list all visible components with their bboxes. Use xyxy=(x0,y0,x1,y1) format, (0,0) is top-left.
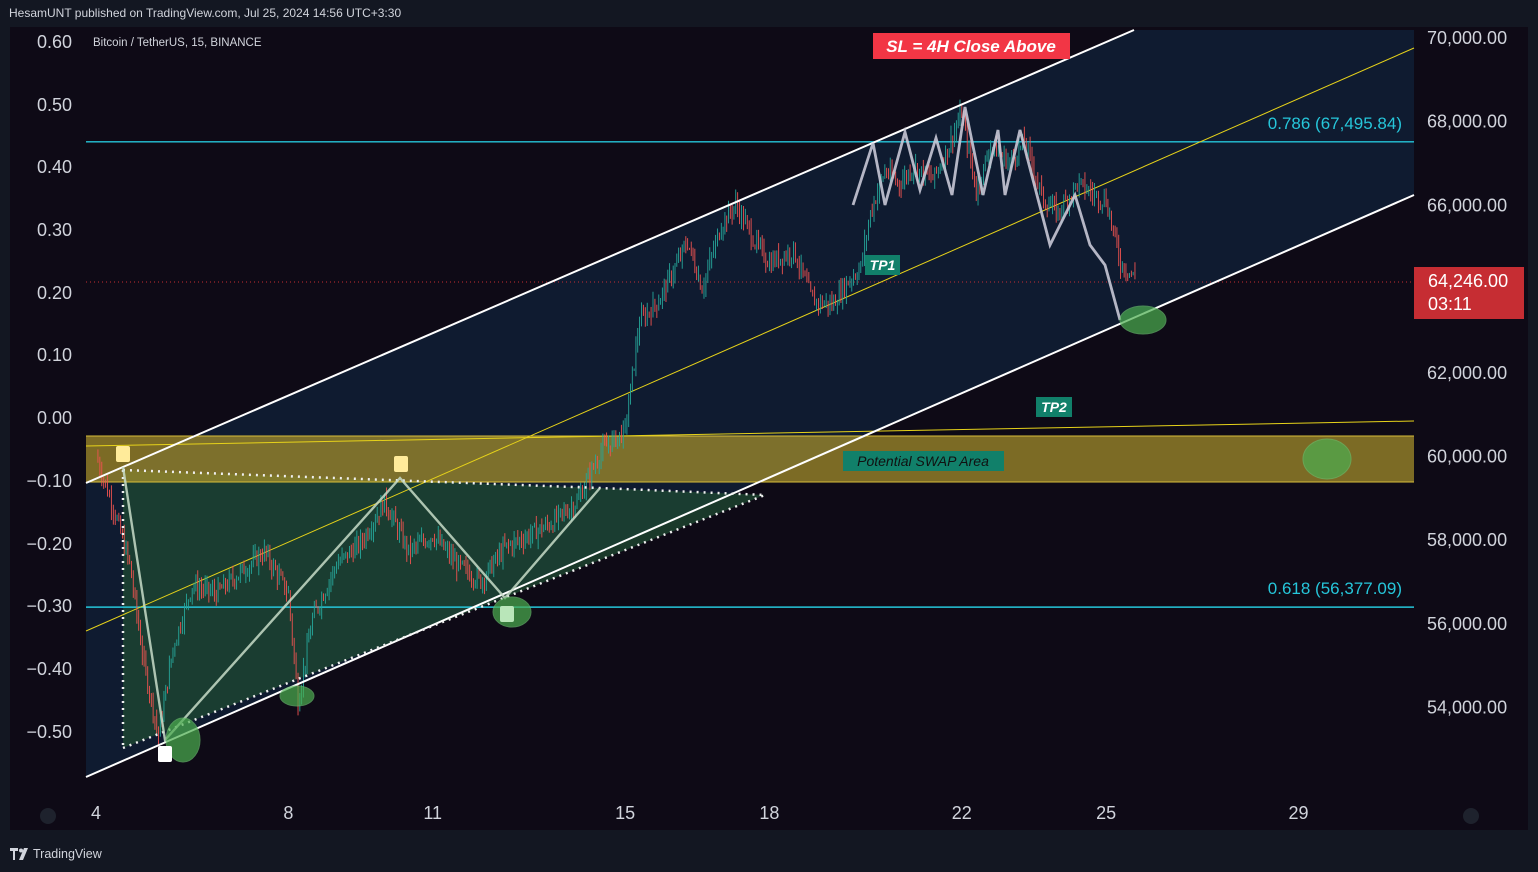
left-axis-label: 0.50 xyxy=(37,95,72,115)
x-axis-label: 8 xyxy=(283,803,293,823)
sl-badge xyxy=(873,33,1070,59)
publish-header: HesamUNT published on TradingView.com, J… xyxy=(0,0,1538,27)
fib-level-label: 0.618 (56,377.09) xyxy=(1268,579,1402,598)
x-axis-label: 4 xyxy=(91,803,101,823)
sl-label: SL = 4H Close Above xyxy=(886,37,1056,56)
auto-scale-button-icon xyxy=(1463,808,1479,824)
point-marker xyxy=(500,606,514,622)
current-price-countdown: 03:11 xyxy=(1428,294,1472,314)
right-axis-label: 68,000.00 xyxy=(1427,112,1507,132)
swap-zone-label: Potential SWAP Area xyxy=(857,453,989,469)
left-axis-label: −0.10 xyxy=(26,471,72,491)
tp1-label: TP1 xyxy=(870,257,896,273)
right-axis-label: 66,000.00 xyxy=(1427,195,1507,215)
publish-text: HesamUNT published on TradingView.com, J… xyxy=(9,6,402,20)
left-axis-label: 0.30 xyxy=(37,220,72,240)
left-axis-label: −0.50 xyxy=(26,722,72,742)
right-axis-label: 54,000.00 xyxy=(1427,698,1507,718)
right-axis-label: 62,000.00 xyxy=(1427,363,1507,383)
x-axis-label: 15 xyxy=(615,803,635,823)
tp2-line xyxy=(85,420,1415,447)
point-marker xyxy=(158,746,172,762)
chart-title: Bitcoin / TetherUS, 15, BINANCE xyxy=(93,37,262,49)
left-axis-label: 0.20 xyxy=(37,283,72,303)
chart-panel[interactable]: 0.786 (67,495.84) 0.618 (56,377.09) SL = 4… xyxy=(10,27,1528,830)
left-axis-label: −0.40 xyxy=(26,659,72,679)
left-axis-label: 0.00 xyxy=(37,408,72,428)
left-axis-label: 0.40 xyxy=(37,157,72,177)
price-chart[interactable]: 0.786 (67,495.84) 0.618 (56,377.09) SL = 4… xyxy=(10,27,1528,830)
left-axis-label: −0.20 xyxy=(26,534,72,554)
x-axis-label: 11 xyxy=(423,803,442,823)
x-axis-label: 29 xyxy=(1288,803,1308,823)
target-ellipse xyxy=(165,717,201,763)
point-marker xyxy=(394,456,408,472)
point-marker xyxy=(116,446,130,462)
left-axis-label: 0.60 xyxy=(37,32,72,52)
right-axis-label: 70,000.00 xyxy=(1427,28,1507,48)
current-price-value: 64,246.00 xyxy=(1428,271,1508,291)
left-axis-label: 0.10 xyxy=(37,345,72,365)
triangle-dotted-border xyxy=(122,493,766,750)
timezone-button-icon xyxy=(40,808,56,824)
x-axis-label: 25 xyxy=(1096,803,1116,823)
channel-midline xyxy=(85,47,1415,632)
swap-zone-badge xyxy=(843,451,1004,471)
right-axis-label: 60,000.00 xyxy=(1427,447,1507,467)
footer-bar: TradingView xyxy=(0,838,1538,872)
tp2-badge xyxy=(1036,397,1072,417)
wave-path-lower xyxy=(121,466,601,743)
channel-upper-line xyxy=(85,29,1135,484)
tradingview-brand: TradingView xyxy=(33,847,102,861)
triangle-pattern-fill xyxy=(123,470,765,748)
tp1-badge xyxy=(865,255,900,275)
fib-level-label: 0.786 (67,495.84) xyxy=(1268,114,1402,133)
x-axis-label: 22 xyxy=(952,803,972,823)
left-axis-label: −0.30 xyxy=(26,596,72,616)
x-axis-label: 18 xyxy=(759,803,779,823)
tradingview-logo-icon xyxy=(10,848,28,860)
swap-zone xyxy=(86,436,1414,482)
wave-path-upper xyxy=(851,106,1122,321)
channel-lower-line xyxy=(85,194,1415,778)
target-ellipse xyxy=(1302,438,1352,480)
right-axis-label: 56,000.00 xyxy=(1427,614,1507,634)
right-axis-label: 58,000.00 xyxy=(1427,530,1507,550)
tp2-label: TP2 xyxy=(1041,399,1067,415)
target-ellipse xyxy=(279,685,315,707)
target-ellipse xyxy=(1119,305,1167,335)
current-price-badge xyxy=(1414,267,1524,319)
